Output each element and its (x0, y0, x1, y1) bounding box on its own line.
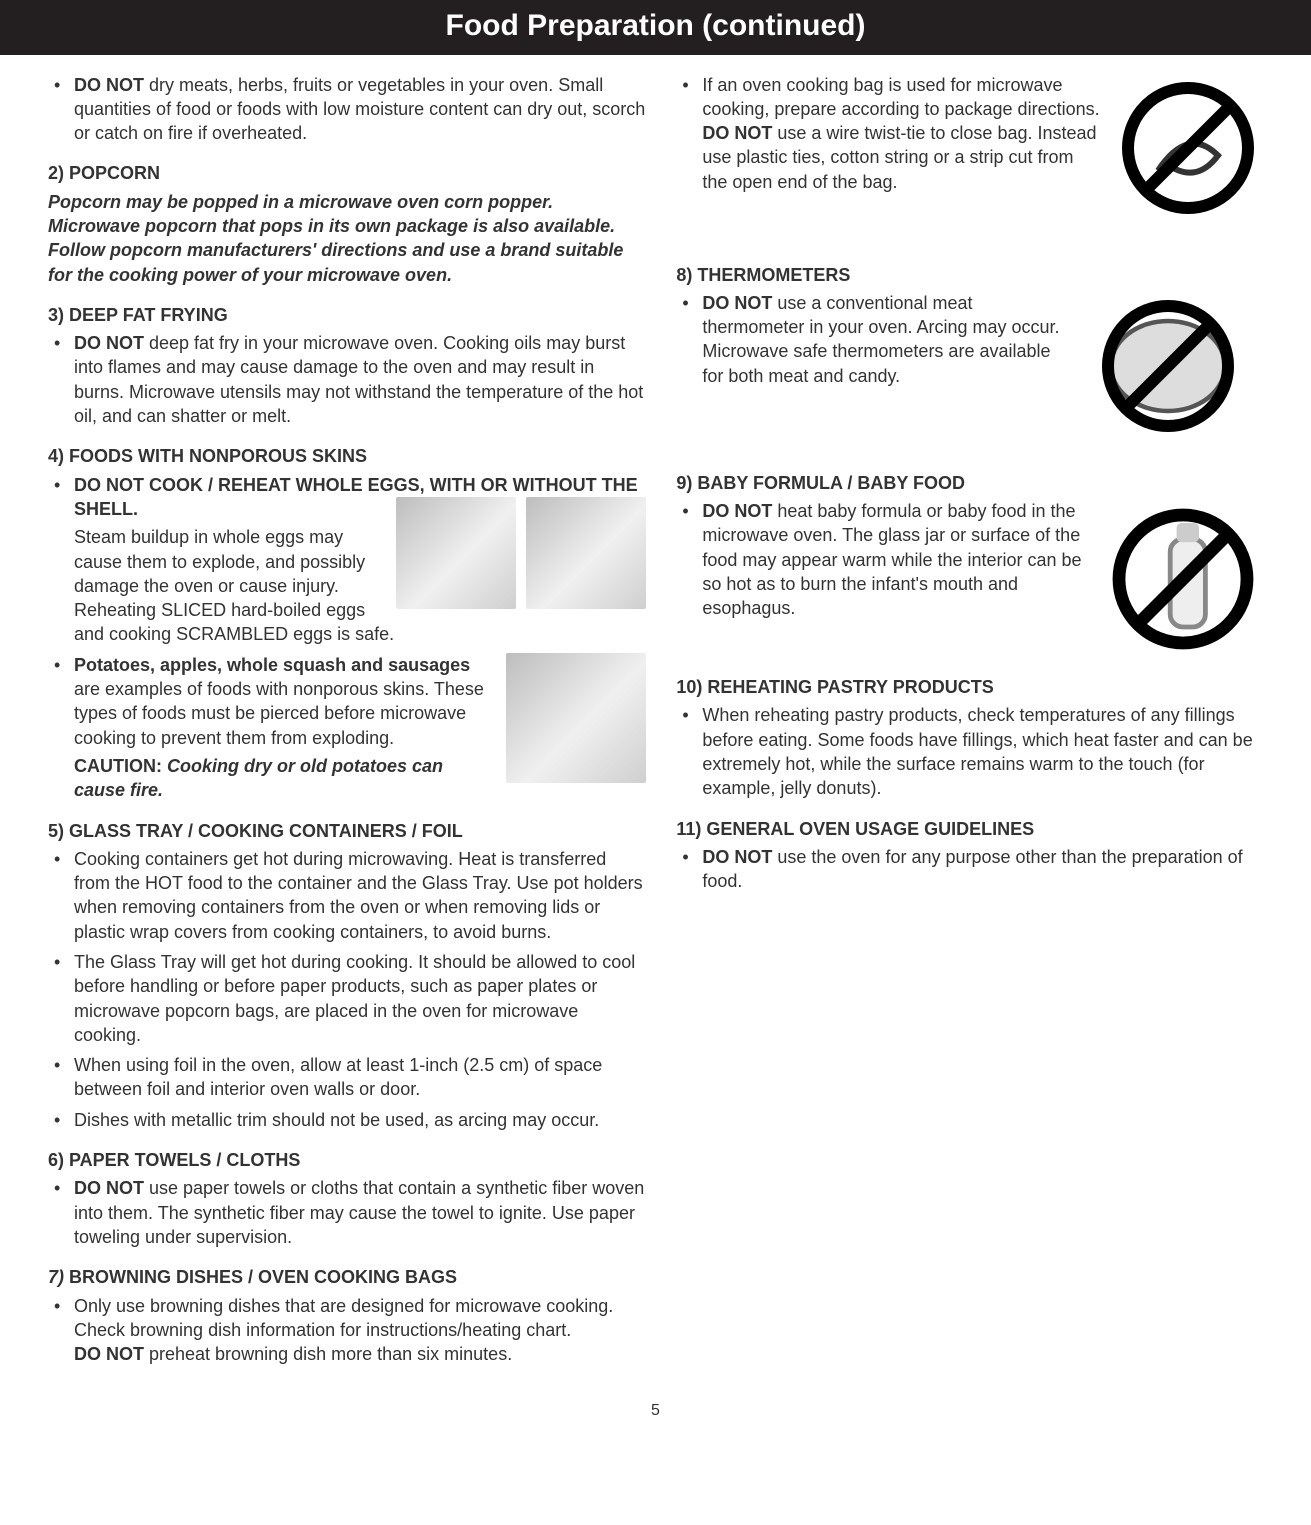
s7-rest: BROWNING DISHES / OVEN COOKING BAGS (64, 1267, 457, 1287)
s10-heading: 10) REHEATING PASTRY PRODUCTS (676, 675, 1263, 699)
s6-heading: 6) PAPER TOWELS / CLOTHS (48, 1148, 646, 1172)
s2-heading: 2) POPCORN (48, 161, 646, 185)
s8-list: DO NOT use a conventional meat thermomet… (676, 291, 1263, 441)
prohibit-thermometer-icon (1073, 291, 1263, 441)
s4-b2: Potatoes, apples, whole squash and sausa… (48, 653, 646, 803)
s5-list: Cooking containers get hot during microw… (48, 847, 646, 1132)
s10-b1: When reheating pastry products, check te… (676, 703, 1263, 800)
s7-heading: 7) BROWNING DISHES / OVEN COOKING BAGS (48, 1265, 646, 1289)
donot: DO NOT (74, 1178, 144, 1198)
donot: DO NOT (74, 333, 144, 353)
s3-heading: 3) DEEP FAT FRYING (48, 303, 646, 327)
s9-heading: 9) BABY FORMULA / BABY FOOD (676, 471, 1263, 495)
s4-heading: 4) FOODS WITH NONPOROUS SKINS (48, 444, 646, 468)
eggs-images (396, 497, 646, 609)
donot: DO NOT (74, 475, 144, 495)
s5-heading: 5) GLASS TRAY / COOKING CONTAINERS / FOI… (48, 819, 646, 843)
text: dry meats, herbs, fruits or vegetables i… (74, 75, 645, 144)
s7-b1: Only use browning dishes that are design… (48, 1294, 646, 1367)
s4-b1: DO NOT COOK / REHEAT WHOLE EGGS, WITH OR… (48, 473, 646, 647)
donot: DO NOT (702, 847, 772, 867)
s11-list: DO NOT use the oven for any purpose othe… (676, 845, 1263, 894)
s5-b2: The Glass Tray will get hot during cooki… (48, 950, 646, 1047)
intro-bullet: DO NOT dry meats, herbs, fruits or veget… (48, 73, 646, 146)
page-number: 5 (0, 1400, 1311, 1422)
donot: DO NOT (702, 123, 772, 143)
text: Only use browning dishes that are design… (74, 1296, 613, 1340)
text: deep fat fry in your microwave oven. Coo… (74, 333, 643, 426)
page-title: Food Preparation (continued) (446, 9, 866, 42)
page-header: Food Preparation (continued) (0, 0, 1311, 55)
page-body: DO NOT dry meats, herbs, fruits or veget… (0, 55, 1311, 1393)
s8-heading: 8) THERMOMETERS (676, 263, 1263, 287)
s8-b1: DO NOT use a conventional meat thermomet… (676, 291, 1263, 441)
s9-b1: DO NOT heat baby formula or baby food in… (676, 499, 1263, 659)
s11-heading: 11) GENERAL OVEN USAGE GUIDELINES (676, 817, 1263, 841)
s5-b4: Dishes with metallic trim should not be … (48, 1108, 646, 1132)
bag-bullet: If an oven cooking bag is used for micro… (676, 73, 1263, 223)
potato-image (506, 653, 646, 783)
s4-list: DO NOT COOK / REHEAT WHOLE EGGS, WITH OR… (48, 473, 646, 803)
s6-list: DO NOT use paper towels or cloths that c… (48, 1176, 646, 1249)
left-column: DO NOT dry meats, herbs, fruits or veget… (48, 73, 646, 1373)
s2-body: Popcorn may be popped in a microwave ove… (48, 190, 646, 287)
s5-b1: Cooking containers get hot during microw… (48, 847, 646, 944)
donot: DO NOT (74, 1344, 144, 1364)
intro-list: DO NOT dry meats, herbs, fruits or veget… (48, 73, 646, 146)
s7-num: 7) (48, 1267, 64, 1287)
tail: preheat browning dish more than six minu… (144, 1344, 512, 1364)
donot: DO NOT (702, 501, 772, 521)
prohibit-baby-bottle-icon (1103, 499, 1263, 659)
pre: If an oven cooking bag is used for micro… (702, 75, 1099, 119)
eggs-image-1 (396, 497, 516, 609)
s9-list: DO NOT heat baby formula or baby food in… (676, 499, 1263, 659)
s6-b1: DO NOT use paper towels or cloths that c… (48, 1176, 646, 1249)
eggs-image-2 (526, 497, 646, 609)
s3-list: DO NOT deep fat fry in your microwave ov… (48, 331, 646, 428)
s7-list: Only use browning dishes that are design… (48, 1294, 646, 1367)
donot: DO NOT (74, 75, 144, 95)
donot: DO NOT (702, 293, 772, 313)
s11-b1: DO NOT use the oven for any purpose othe… (676, 845, 1263, 894)
text: use paper towels or cloths that contain … (74, 1178, 644, 1247)
prohibit-twist-tie-icon (1113, 73, 1263, 223)
bag-list: If an oven cooking bag is used for micro… (676, 73, 1263, 223)
s3-b1: DO NOT deep fat fry in your microwave ov… (48, 331, 646, 428)
caution-lead: CAUTION: (74, 756, 162, 776)
text: are examples of foods with nonporous ski… (74, 679, 484, 748)
lead: Potatoes, apples, whole squash and sausa… (74, 655, 470, 675)
text: use the oven for any purpose other than … (702, 847, 1242, 891)
s5-b3: When using foil in the oven, allow at le… (48, 1053, 646, 1102)
right-column: If an oven cooking bag is used for micro… (676, 73, 1263, 1373)
s10-list: When reheating pastry products, check te… (676, 703, 1263, 800)
